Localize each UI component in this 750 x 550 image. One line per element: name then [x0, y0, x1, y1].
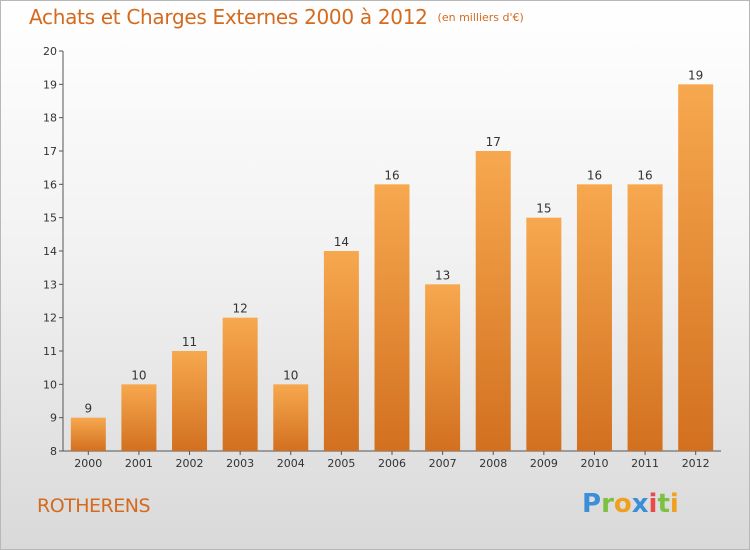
- bar: [323, 251, 359, 451]
- proxiti-logo: Proxiti: [582, 489, 679, 519]
- bar: [678, 84, 714, 451]
- value-labels: 9 10 11 12 10 14 16 13 17 15 16 16 19: [84, 68, 703, 415]
- x-tick-label: 2002: [176, 457, 204, 470]
- y-tick-label: 18: [43, 112, 57, 125]
- bar-value-label: 12: [233, 302, 248, 316]
- bar-value-label: 9: [84, 402, 92, 416]
- y-tick-label: 12: [43, 312, 57, 325]
- bar: [70, 417, 106, 451]
- bar-value-label: 10: [283, 368, 298, 382]
- bar: [526, 217, 562, 451]
- bar-value-label: 16: [587, 168, 602, 182]
- x-tick-label: 2004: [277, 457, 305, 470]
- bar: [627, 184, 663, 452]
- place-name: ROTHERENS: [37, 495, 151, 517]
- x-tick-label: 2009: [530, 457, 558, 470]
- bar-value-label: 15: [536, 202, 551, 216]
- x-tick-label: 2010: [580, 457, 608, 470]
- bar: [121, 384, 157, 451]
- y-tick-label: 10: [43, 378, 57, 391]
- y-tick-label: 17: [43, 145, 57, 158]
- x-tick-label: 2003: [226, 457, 254, 470]
- bar: [273, 384, 309, 451]
- bar-value-label: 17: [486, 135, 501, 149]
- bar: [374, 184, 410, 452]
- bar-value-label: 16: [637, 168, 652, 182]
- chart-unit: (en milliers d'€): [437, 11, 524, 24]
- x-tick-label: 2007: [429, 457, 457, 470]
- x-tick-label: 2005: [327, 457, 355, 470]
- y-tick-label: 11: [43, 345, 57, 358]
- x-tick-label: 2012: [682, 457, 710, 470]
- x-tick-label: 2000: [74, 457, 102, 470]
- bar-value-label: 19: [688, 68, 703, 82]
- y-tick-label: 19: [43, 78, 57, 91]
- bar-value-label: 13: [435, 268, 450, 282]
- bar: [222, 317, 258, 451]
- y-tick-label: 13: [43, 278, 57, 291]
- chart-title: Achats et Charges Externes 2000 à 2012: [29, 5, 428, 29]
- y-tick-label: 16: [43, 178, 57, 191]
- bar: [475, 151, 511, 451]
- bar: [576, 184, 612, 452]
- y-tick-label: 20: [43, 45, 57, 58]
- bar: [172, 351, 208, 451]
- y-tick-label: 9: [50, 412, 57, 425]
- x-tick-label: 2008: [479, 457, 507, 470]
- bars: [70, 84, 714, 452]
- y-tick-label: 14: [43, 245, 57, 258]
- bar-value-label: 14: [334, 235, 349, 249]
- x-tick-label: 2001: [125, 457, 153, 470]
- title-block: Achats et Charges Externes 2000 à 2012 (e…: [29, 5, 524, 29]
- y-tick-label: 8: [50, 445, 57, 458]
- y-tick-label: 15: [43, 212, 57, 225]
- bar-value-label: 11: [182, 335, 197, 349]
- bar: [425, 284, 461, 451]
- axes: 8 9 10 11 12 13 14 15 16 17 18 19 20 2000 2001 2002 2003…: [43, 45, 721, 470]
- bar-value-label: 10: [131, 368, 146, 382]
- x-tick-label: 2011: [631, 457, 659, 470]
- bar-value-label: 16: [384, 168, 399, 182]
- x-tick-label: 2006: [378, 457, 406, 470]
